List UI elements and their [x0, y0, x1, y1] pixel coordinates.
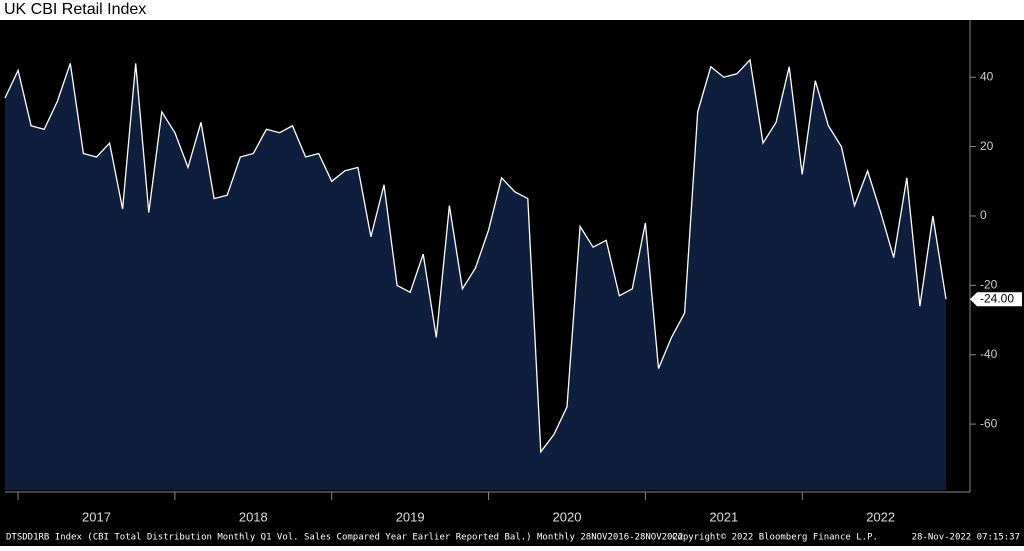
- footer-copyright: Copyright© 2022 Bloomberg Finance L.P.: [672, 533, 878, 543]
- y-tick-label: -20: [980, 278, 998, 292]
- x-tick-label: 2018: [239, 509, 268, 524]
- y-tick-label: 40: [980, 69, 994, 83]
- y-tick-label: 0: [980, 208, 987, 222]
- x-tick-label: 2022: [866, 509, 895, 524]
- y-tick-label: -60: [980, 416, 998, 430]
- x-tick-label: 2019: [396, 509, 425, 524]
- area: [5, 59, 946, 491]
- y-tick-label: -40: [980, 347, 998, 361]
- last-value-label: -24.00: [980, 291, 1014, 305]
- y-tick-label: 20: [980, 139, 994, 153]
- x-tick-label: 2021: [709, 509, 738, 524]
- footer-description: DTSDD1RB Index (CBI Total Distribution M…: [6, 533, 683, 543]
- line: [4, 58, 947, 454]
- footer-timestamp: 28-Nov-2022 07:15:37: [912, 533, 1020, 543]
- last-value-flag: [970, 292, 1022, 307]
- x-tick-label: 2017: [82, 509, 111, 524]
- x-tick-label: 2020: [553, 509, 582, 524]
- chart-title: UK CBI Retail Index: [4, 1, 146, 18]
